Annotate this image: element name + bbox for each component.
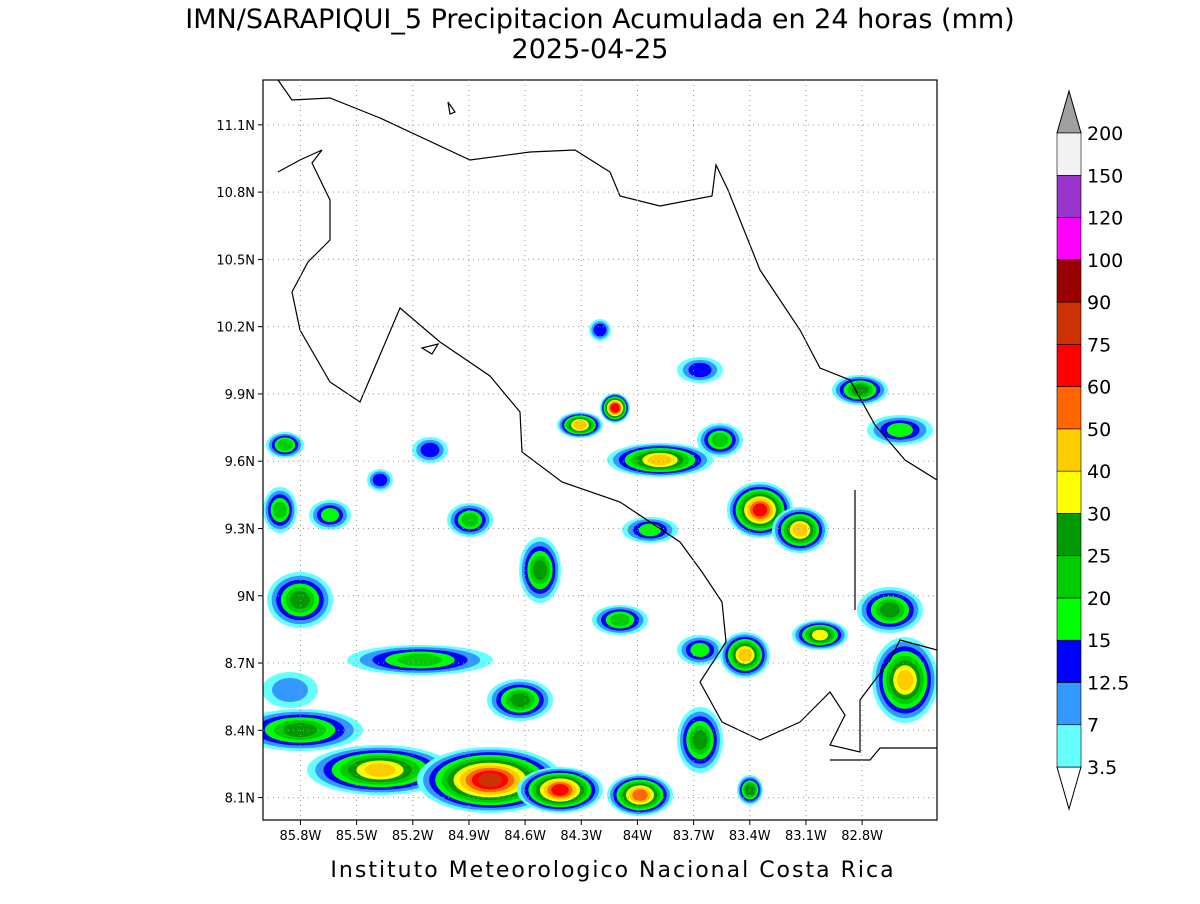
colorbar-box	[1056, 555, 1082, 599]
precip-area	[792, 523, 808, 537]
precip-area	[277, 439, 293, 451]
colorbar-label: 30	[1087, 503, 1111, 525]
colorbar-box	[1056, 428, 1082, 472]
colorbar-box	[1056, 174, 1082, 218]
colorbar-box	[1056, 470, 1082, 514]
y-tick-label: 8.7N	[225, 657, 255, 672]
colorbar-box	[1056, 301, 1082, 345]
precip-area	[880, 602, 900, 618]
x-tick-label: 83.4W	[729, 829, 771, 844]
colorbar-label: 90	[1087, 292, 1111, 314]
chart-subtitle: 2025-04-25	[512, 34, 669, 65]
colorbar-box	[1056, 259, 1082, 303]
precip-area	[752, 503, 768, 517]
colorbar-box	[1056, 132, 1082, 176]
colorbar-box	[1056, 724, 1082, 768]
precip-area	[372, 473, 388, 487]
colorbar-box	[1056, 639, 1082, 683]
y-tick-label: 9N	[237, 590, 255, 605]
precip-area	[273, 501, 287, 519]
colorbar-box	[1056, 597, 1082, 641]
x-tick-label: 83.1W	[785, 829, 827, 844]
colorbar-box	[1056, 513, 1082, 556]
precip-area	[638, 523, 662, 537]
colorbar-over	[1056, 89, 1082, 134]
x-tick-label: 84.3W	[560, 829, 602, 844]
colorbar-label: 120	[1087, 208, 1123, 230]
colorbar-box	[1056, 217, 1082, 261]
precip-area	[690, 643, 710, 657]
chart-title: IMN/SARAPIQUI_5 Precipitacion Acumulada …	[185, 4, 1014, 35]
colorbar-label: 12.5	[1087, 672, 1129, 694]
precip-area	[593, 323, 607, 337]
y-tick-label: 8.4N	[225, 724, 255, 739]
precip-area	[364, 763, 396, 777]
x-tick-label: 85.5W	[336, 829, 378, 844]
precip-area	[896, 669, 914, 691]
precip-area	[610, 613, 630, 627]
precip-area	[510, 692, 530, 708]
colorbar-label: 20	[1087, 588, 1111, 610]
y-tick-label: 9.9N	[225, 388, 255, 403]
x-tick-label: 82.8W	[841, 829, 883, 844]
precip-area	[738, 648, 752, 662]
colorbar-label: 40	[1087, 461, 1111, 483]
colorbar-label: 15	[1087, 630, 1111, 652]
precip-layer	[263, 319, 937, 816]
precip-area	[461, 513, 479, 527]
y-tick-label: 9.6N	[225, 455, 255, 470]
precip-area	[648, 454, 672, 466]
precip-area	[851, 384, 869, 396]
y-tick-label: 10.2N	[216, 321, 255, 336]
y-tick-label: 11.1N	[216, 119, 255, 134]
colorbar-label: 75	[1087, 334, 1111, 356]
precip-area	[532, 560, 548, 580]
precip-area	[321, 508, 339, 522]
x-tick-label: 84W	[623, 829, 653, 844]
precip-area	[812, 629, 828, 641]
colorbar-label: 60	[1087, 377, 1111, 399]
x-tick-label: 83.7W	[673, 829, 715, 844]
precip-area	[477, 773, 503, 787]
precip-area	[688, 362, 712, 378]
y-tick-label: 9.3N	[225, 522, 255, 537]
x-tick-label: 84.6W	[504, 829, 546, 844]
precip-area	[711, 433, 729, 447]
footer: Instituto Meteorologico Nacional Costa R…	[330, 858, 895, 883]
y-tick-label: 8.1N	[225, 792, 255, 807]
y-tick-label: 10.8N	[216, 186, 255, 201]
colorbar-box	[1056, 682, 1082, 726]
colorbar-label: 50	[1087, 419, 1111, 441]
colorbar-label: 25	[1087, 546, 1111, 568]
x-tick-label: 85.2W	[392, 829, 434, 844]
precip-area	[551, 784, 569, 796]
colorbar-label: 100	[1087, 250, 1123, 272]
coastline	[277, 80, 937, 761]
precip-area	[420, 442, 440, 458]
x-tick-label: 84.9W	[448, 829, 490, 844]
colorbar-label: 3.5	[1087, 757, 1117, 779]
colorbar-label: 150	[1087, 165, 1123, 187]
precip-area	[632, 789, 648, 801]
colorbar-box	[1056, 344, 1082, 387]
precip-area	[397, 653, 443, 667]
y-tick-label: 10.5N	[216, 253, 255, 268]
precip-area	[272, 678, 308, 702]
colorbar-label: 200	[1087, 123, 1123, 145]
precip-area	[692, 730, 708, 750]
precip-area	[887, 423, 913, 437]
colorbar-label: 7	[1087, 715, 1099, 737]
precip-area	[610, 403, 620, 413]
x-tick-label: 85.8W	[280, 829, 322, 844]
plot-frame	[262, 79, 938, 821]
colorbar-box	[1056, 386, 1082, 430]
precip-area	[573, 420, 587, 430]
colorbar-under	[1056, 766, 1082, 811]
